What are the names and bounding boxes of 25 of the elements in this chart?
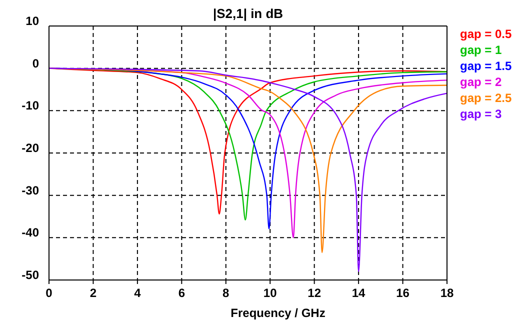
x-tick-label: 6 <box>178 286 186 300</box>
x-tick-label: 14 <box>352 286 366 300</box>
y-tick-label: -30 <box>22 183 40 198</box>
series-label: gap = 2.5 <box>460 91 512 105</box>
x-tick-label: 18 <box>440 286 454 300</box>
x-tick-label: 16 <box>396 286 410 300</box>
x-tick-label: 8 <box>222 286 230 300</box>
text: gap = 0.5 <box>460 27 512 41</box>
y-tick-label: 10 <box>26 14 40 28</box>
x-tick-label: 0 <box>46 286 53 300</box>
series-label: gap = 3 <box>460 107 502 121</box>
chart-title: |S2,1| in dB <box>212 6 284 21</box>
x-tick-label: 12 <box>308 286 322 300</box>
x-tick-label: 4 <box>134 286 142 300</box>
series-label: gap = 1 <box>460 43 502 57</box>
y-tick-label: 0 <box>32 56 40 70</box>
y-tick-label: -10 <box>22 98 40 113</box>
x-tick-label: 2 <box>90 286 97 300</box>
x-tick-label: 10 <box>263 286 278 300</box>
series-label: gap = 2 <box>460 75 502 89</box>
x-axis-title: Frequency / GHz <box>230 306 326 320</box>
y-tick-label: -20 <box>22 141 40 155</box>
y-tick-label: -40 <box>22 226 40 240</box>
y-tick-label: -50 <box>22 268 40 282</box>
series-label: gap = 1.5 <box>460 59 512 73</box>
